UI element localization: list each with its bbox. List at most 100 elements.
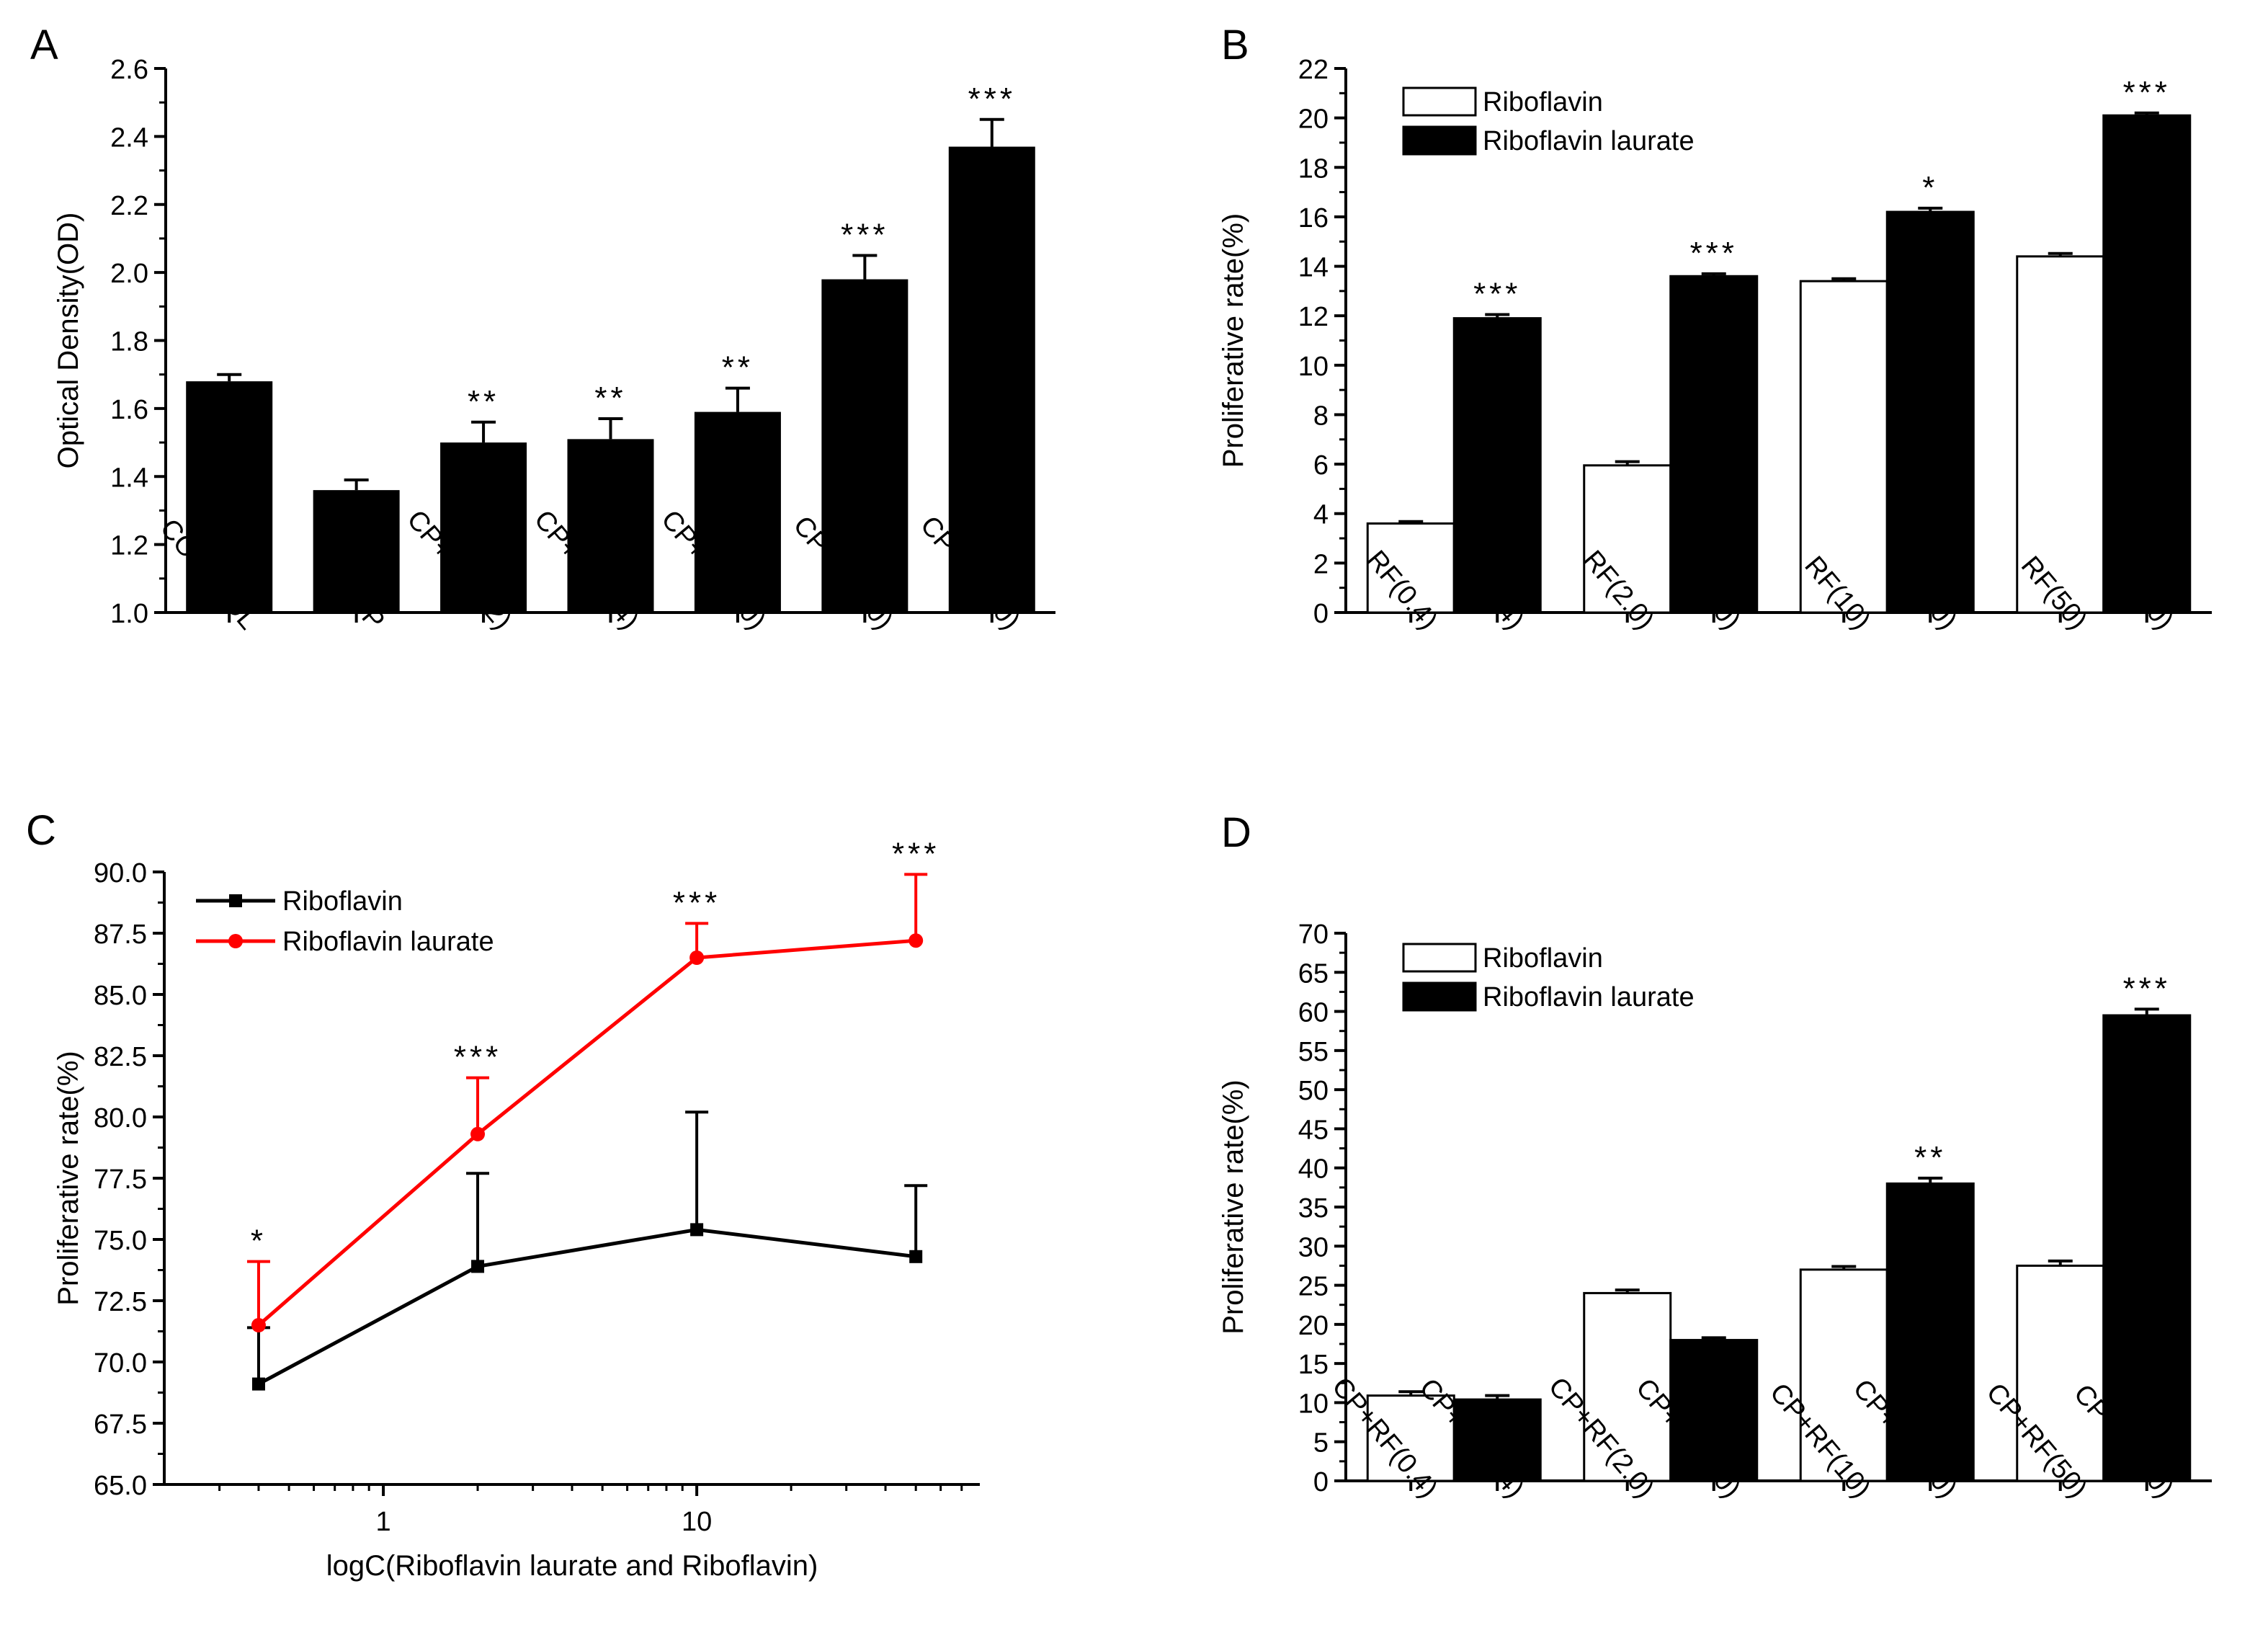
significance-marker: ** xyxy=(594,380,626,416)
y-tick-label: 90.0 xyxy=(94,858,147,889)
y-tick-label: 8 xyxy=(1313,401,1329,431)
y-tick-label: 16 xyxy=(1298,203,1329,233)
bar xyxy=(1583,1291,1672,1482)
y-tick-label: 20 xyxy=(1298,1311,1329,1341)
y-tick-label: 1.2 xyxy=(110,531,148,561)
significance-marker: *** xyxy=(454,1040,501,1075)
bar xyxy=(1885,210,1975,614)
significance-marker: * xyxy=(251,1224,267,1259)
legend-marker xyxy=(228,934,243,948)
legend-swatch xyxy=(1402,981,1477,1012)
y-tick-label: 10 xyxy=(1298,1389,1329,1419)
x-tick-label: 1 xyxy=(376,1507,391,1537)
chart-optical-density: Optical Density(OD) 1.0 1.2 1.4 1.6 1.8 2.0 2.2… xyxy=(53,55,1055,636)
legend-swatch xyxy=(1402,86,1477,117)
legend-label: Riboflavin xyxy=(1483,87,1603,117)
significance-marker: *** xyxy=(2123,971,2171,1006)
data-point xyxy=(908,933,924,948)
y-tick-label: 40 xyxy=(1298,1154,1329,1185)
legend-label: Riboflavin laurate xyxy=(282,927,494,957)
y-tick-label: 80.0 xyxy=(94,1103,147,1134)
y-tick-label: 70.0 xyxy=(94,1348,147,1379)
y-tick-label: 50 xyxy=(1298,1076,1329,1106)
y-tick-label: 0 xyxy=(1313,1467,1329,1497)
significance-marker: ** xyxy=(468,384,499,419)
y-tick-label: 0 xyxy=(1313,599,1329,629)
y-tick-label: 1.8 xyxy=(110,327,148,357)
y-tick-label: 87.5 xyxy=(94,920,147,950)
data-point xyxy=(470,1126,486,1141)
bar xyxy=(2016,1264,2105,1482)
legend-label: Riboflavin laurate xyxy=(1483,982,1695,1012)
significance-marker: *** xyxy=(968,81,1016,117)
y-tick-label: 1.4 xyxy=(110,463,148,493)
bar xyxy=(694,411,781,613)
y-tick-label: 67.5 xyxy=(94,1410,147,1440)
y-tick-label: 85.0 xyxy=(94,981,147,1011)
bar xyxy=(948,146,1035,613)
panel-label-a: A xyxy=(30,22,58,68)
data-point xyxy=(690,1223,704,1237)
legend-label: Riboflavin xyxy=(282,886,403,917)
significance-marker: ** xyxy=(1914,1140,1946,1175)
y-tick-label: 70 xyxy=(1298,920,1329,950)
y-axis-title: Optical Density(OD) xyxy=(53,213,84,469)
y-tick-label: 65.0 xyxy=(94,1471,147,1501)
y-axis-title: Proliferative rate(%) xyxy=(53,1051,84,1305)
y-tick-label: 2 xyxy=(1313,549,1329,579)
significance-marker: *** xyxy=(2123,75,2171,110)
data-point xyxy=(471,1260,485,1273)
y-tick-label: 35 xyxy=(1298,1193,1329,1224)
y-tick-label: 55 xyxy=(1298,1037,1329,1067)
y-tick-label: 20 xyxy=(1298,104,1329,135)
bar xyxy=(1799,1268,1888,1482)
bar xyxy=(567,439,654,613)
significance-marker: ** xyxy=(722,350,754,386)
bar xyxy=(440,442,527,613)
significance-marker: *** xyxy=(1473,276,1521,311)
bar xyxy=(1799,280,1888,614)
data-point xyxy=(689,950,705,965)
y-tick-label: 2.0 xyxy=(110,259,148,289)
y-axis-title: Proliferative rate(%) xyxy=(1218,213,1249,468)
data-point xyxy=(909,1250,923,1263)
y-tick-label: 12 xyxy=(1298,302,1329,332)
significance-marker: * xyxy=(1922,170,1938,205)
y-tick-label: 5 xyxy=(1313,1428,1329,1459)
significance-marker: *** xyxy=(841,218,888,253)
y-tick-label: 2.6 xyxy=(110,55,148,85)
y-tick-label: 14 xyxy=(1298,253,1329,283)
y-tick-label: 25 xyxy=(1298,1272,1329,1302)
legend-swatch xyxy=(1402,943,1477,973)
y-tick-label: 60 xyxy=(1298,998,1329,1028)
series-line xyxy=(257,1227,916,1386)
y-tick-label: 2.2 xyxy=(110,191,148,221)
y-tick-label: 1.6 xyxy=(110,395,148,425)
bar xyxy=(313,490,400,613)
y-tick-label: 65 xyxy=(1298,958,1329,989)
bar xyxy=(1452,317,1542,614)
y-tick-label: 6 xyxy=(1313,450,1329,481)
bar xyxy=(2102,114,2192,614)
y-tick-label: 77.5 xyxy=(94,1165,147,1195)
y-tick-label: 1.0 xyxy=(110,599,148,629)
bar xyxy=(1452,1398,1542,1482)
y-axis-title: Proliferative rate(%) xyxy=(1218,1079,1249,1334)
data-point xyxy=(251,1318,266,1332)
y-tick-label: 45 xyxy=(1298,1115,1329,1145)
legend-marker xyxy=(229,894,242,907)
significance-marker: *** xyxy=(1690,236,1738,271)
y-tick-label: 4 xyxy=(1313,500,1329,530)
series-line xyxy=(257,938,916,1327)
panel-label-d: D xyxy=(1221,809,1251,856)
y-tick-label: 72.5 xyxy=(94,1287,147,1317)
bar xyxy=(186,381,273,613)
y-tick-label: 2.4 xyxy=(110,123,148,153)
significance-marker: *** xyxy=(892,836,939,871)
chart-proliferative-rate-log: Proliferative rate(%) 65.0 67.5 70.0 72.5 75.… xyxy=(53,836,980,1582)
bar xyxy=(821,279,908,613)
x-tick-label: 10 xyxy=(682,1507,712,1537)
data-point xyxy=(251,1377,265,1391)
legend-label: Riboflavin xyxy=(1483,943,1603,974)
